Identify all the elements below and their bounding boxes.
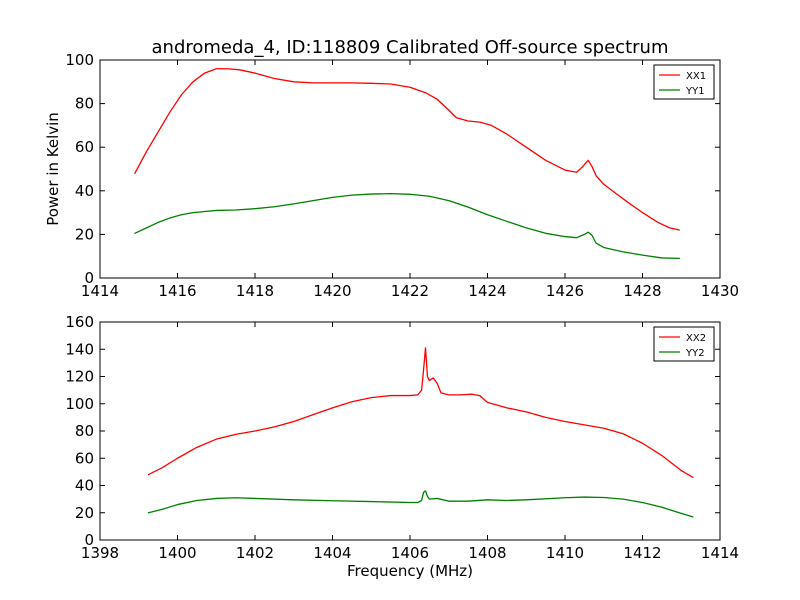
top-x-tick-label: 1430 <box>701 282 739 300</box>
series-line-xx1 <box>134 68 680 231</box>
y-axis-label: Power in Kelvin <box>44 112 62 226</box>
bottom-y-tick-label: 160 <box>65 313 94 331</box>
top-x-tick-label: 1428 <box>623 282 661 300</box>
bottom-y-tick-label: 140 <box>65 340 94 358</box>
top-x-tick-label: 1424 <box>468 282 506 300</box>
bottom-x-tick-label: 1398 <box>81 544 119 562</box>
top-plot-area <box>99 59 721 279</box>
top-x-tick-label: 1416 <box>158 282 196 300</box>
bottom-x-tick-label: 1404 <box>313 544 351 562</box>
bottom-x-tick-label: 1402 <box>236 544 274 562</box>
bottom-legend-box <box>653 326 715 362</box>
series-line-yy2 <box>147 490 694 518</box>
series-line-xx2 <box>147 347 694 478</box>
bottom-y-tick-label: 0 <box>84 531 94 549</box>
legend-label-xx1: XX1 <box>686 71 706 82</box>
top-y-tick-label: 60 <box>75 138 94 156</box>
bottom-x-tick-label: 1400 <box>158 544 196 562</box>
bottom-y-tick-label: 80 <box>75 422 94 440</box>
top-x-tick-label: 1418 <box>236 282 274 300</box>
legend-label-yy1: YY1 <box>685 86 705 97</box>
top-x-tick-label: 1414 <box>81 282 119 300</box>
bottom-y-tick-label: 60 <box>75 449 94 467</box>
bottom-y-tick-label: 20 <box>75 504 94 522</box>
legend-label-xx2: XX2 <box>686 333 706 344</box>
bottom-subplot: 1398 1400 1402 1404 1406 1408 1410 1412 1414 0 20 4… <box>65 313 739 562</box>
top-legend-box <box>653 64 715 100</box>
bottom-x-tick-label: 1414 <box>701 544 739 562</box>
top-x-tick-label: 1422 <box>391 282 429 300</box>
top-y-tick-label: 40 <box>75 182 94 200</box>
bottom-y-tick-label: 100 <box>65 395 94 413</box>
top-subplot: 1414 1416 1418 1420 1422 1424 1426 1428 1430 0 20 4… <box>65 51 739 300</box>
legend-label-yy2: YY2 <box>685 348 705 359</box>
series-line-yy1 <box>134 192 680 260</box>
bottom-x-tick-label: 1406 <box>391 544 429 562</box>
top-y-tick-label: 80 <box>75 95 94 113</box>
bottom-y-tick-label: 120 <box>65 368 94 386</box>
bottom-y-tick-label: 40 <box>75 477 94 495</box>
bottom-x-tick-label: 1410 <box>546 544 584 562</box>
top-y-tick-label: 100 <box>65 51 94 69</box>
top-x-tick-label: 1426 <box>546 282 584 300</box>
bottom-x-tick-label: 1408 <box>468 544 506 562</box>
x-axis-label: Frequency (MHz) <box>347 562 473 580</box>
bottom-plot-area <box>99 321 721 541</box>
top-x-tick-label: 1420 <box>313 282 351 300</box>
bottom-x-tick-label: 1412 <box>623 544 661 562</box>
top-y-tick-label: 20 <box>75 225 94 243</box>
chart-title: andromeda_4, ID:118809 Calibrated Off-so… <box>152 37 669 58</box>
top-y-tick-label: 0 <box>84 269 94 287</box>
